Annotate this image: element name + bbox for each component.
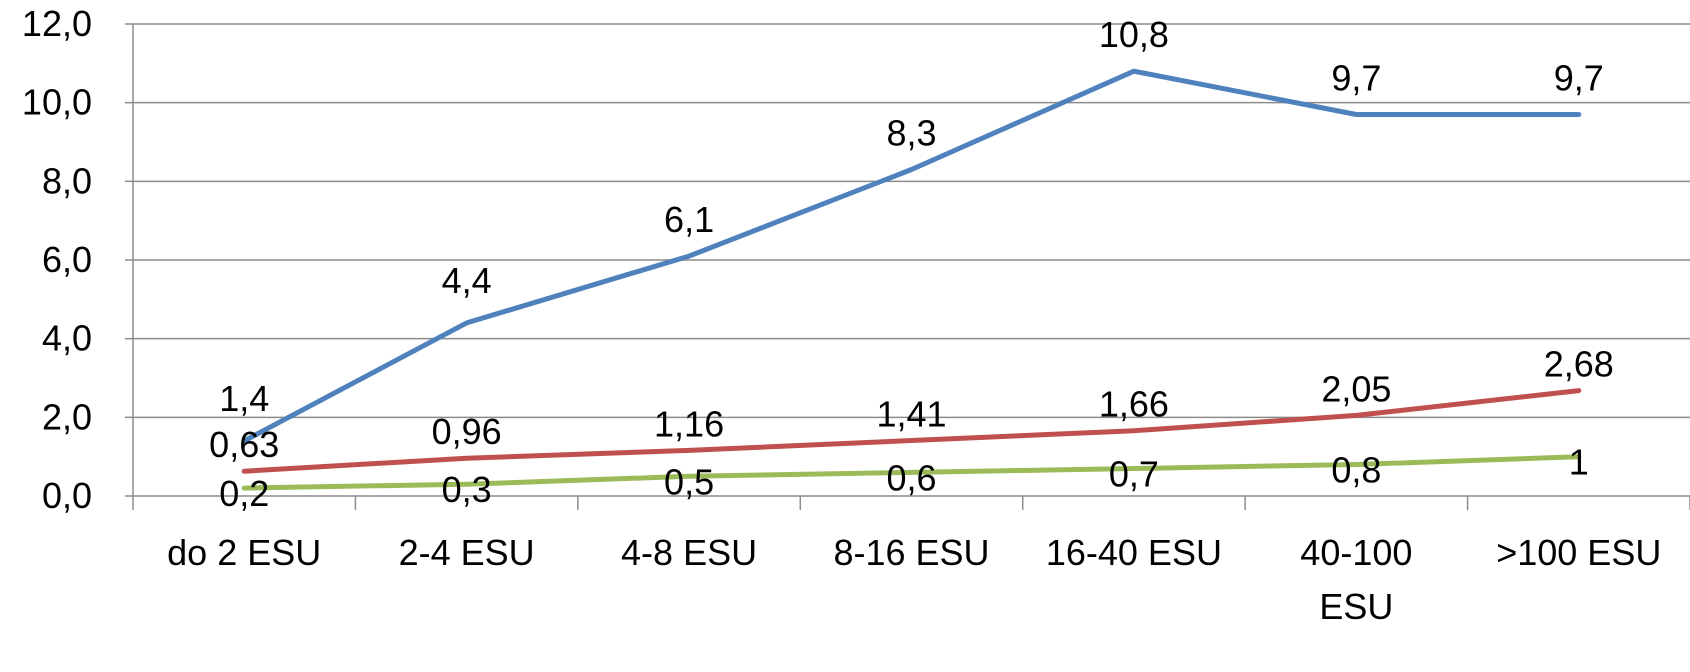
x-category-label: do 2 ESU xyxy=(167,532,321,573)
data-labels: 1,44,46,18,310,89,7 9,70,63 0,96 1,16 1,41 1,… xyxy=(209,14,1614,514)
data-label: 1,41 xyxy=(876,394,946,435)
data-label: 8,3 xyxy=(886,113,936,154)
x-axis-category-labels: do 2 ESU 2-4 ESU 4-8 ESU 8-16 ESU 16-40 ESU 4… xyxy=(167,532,1661,627)
data-label: 0,2 xyxy=(219,473,269,514)
y-tick-label: 0,0 xyxy=(42,475,92,516)
y-tick-label: 6,0 xyxy=(42,239,92,280)
data-label: 0,96 xyxy=(432,411,502,452)
y-tick-label: 10,0 xyxy=(22,82,92,123)
y-axis-tick-labels: 0,0 2,0 4,0 6,0 8,0 10,0 12,0 xyxy=(22,3,92,516)
series-line-1 xyxy=(241,68,1582,444)
x-category-label: 4-8 ESU xyxy=(621,532,757,573)
x-category-label: 2-4 ESU xyxy=(399,532,535,573)
x-category-label: >100 ESU xyxy=(1496,532,1661,573)
data-label: 0,7 xyxy=(1109,453,1159,494)
series-lines xyxy=(241,68,1582,491)
x-category-label: 40-100 ESU xyxy=(1300,532,1412,627)
y-tick-label: 12,0 xyxy=(22,3,92,44)
data-label: 0,5 xyxy=(664,461,714,502)
x-category-label: 16-40 ESU xyxy=(1046,532,1222,573)
data-label: 10,8 xyxy=(1099,14,1169,55)
series-line-3 xyxy=(241,454,1582,491)
gridlines xyxy=(133,23,1690,419)
data-label: 0,63 xyxy=(209,424,279,465)
data-label: 0,6 xyxy=(886,457,936,498)
data-label: 2,05 xyxy=(1321,368,1391,409)
data-label: 0,3 xyxy=(442,469,492,510)
data-label: 9,7 xyxy=(1331,57,1381,98)
data-label: 1 xyxy=(1569,442,1589,483)
data-label: 0,8 xyxy=(1331,450,1381,491)
y-tick-label: 4,0 xyxy=(42,318,92,359)
data-label: 1,4 xyxy=(219,378,269,419)
axes xyxy=(125,23,1690,510)
y-tick-label: 2,0 xyxy=(42,396,92,437)
y-tick-label: 8,0 xyxy=(42,160,92,201)
data-label: 1,66 xyxy=(1099,384,1169,425)
data-label: 1,16 xyxy=(654,403,724,444)
data-label: 9,7 xyxy=(1554,57,1604,98)
data-label: 6,1 xyxy=(664,199,714,240)
series-line-2 xyxy=(241,388,1582,474)
x-category-label: 8-16 ESU xyxy=(833,532,989,573)
data-label: 2,68 xyxy=(1544,344,1614,385)
data-label: 4,4 xyxy=(442,260,492,301)
